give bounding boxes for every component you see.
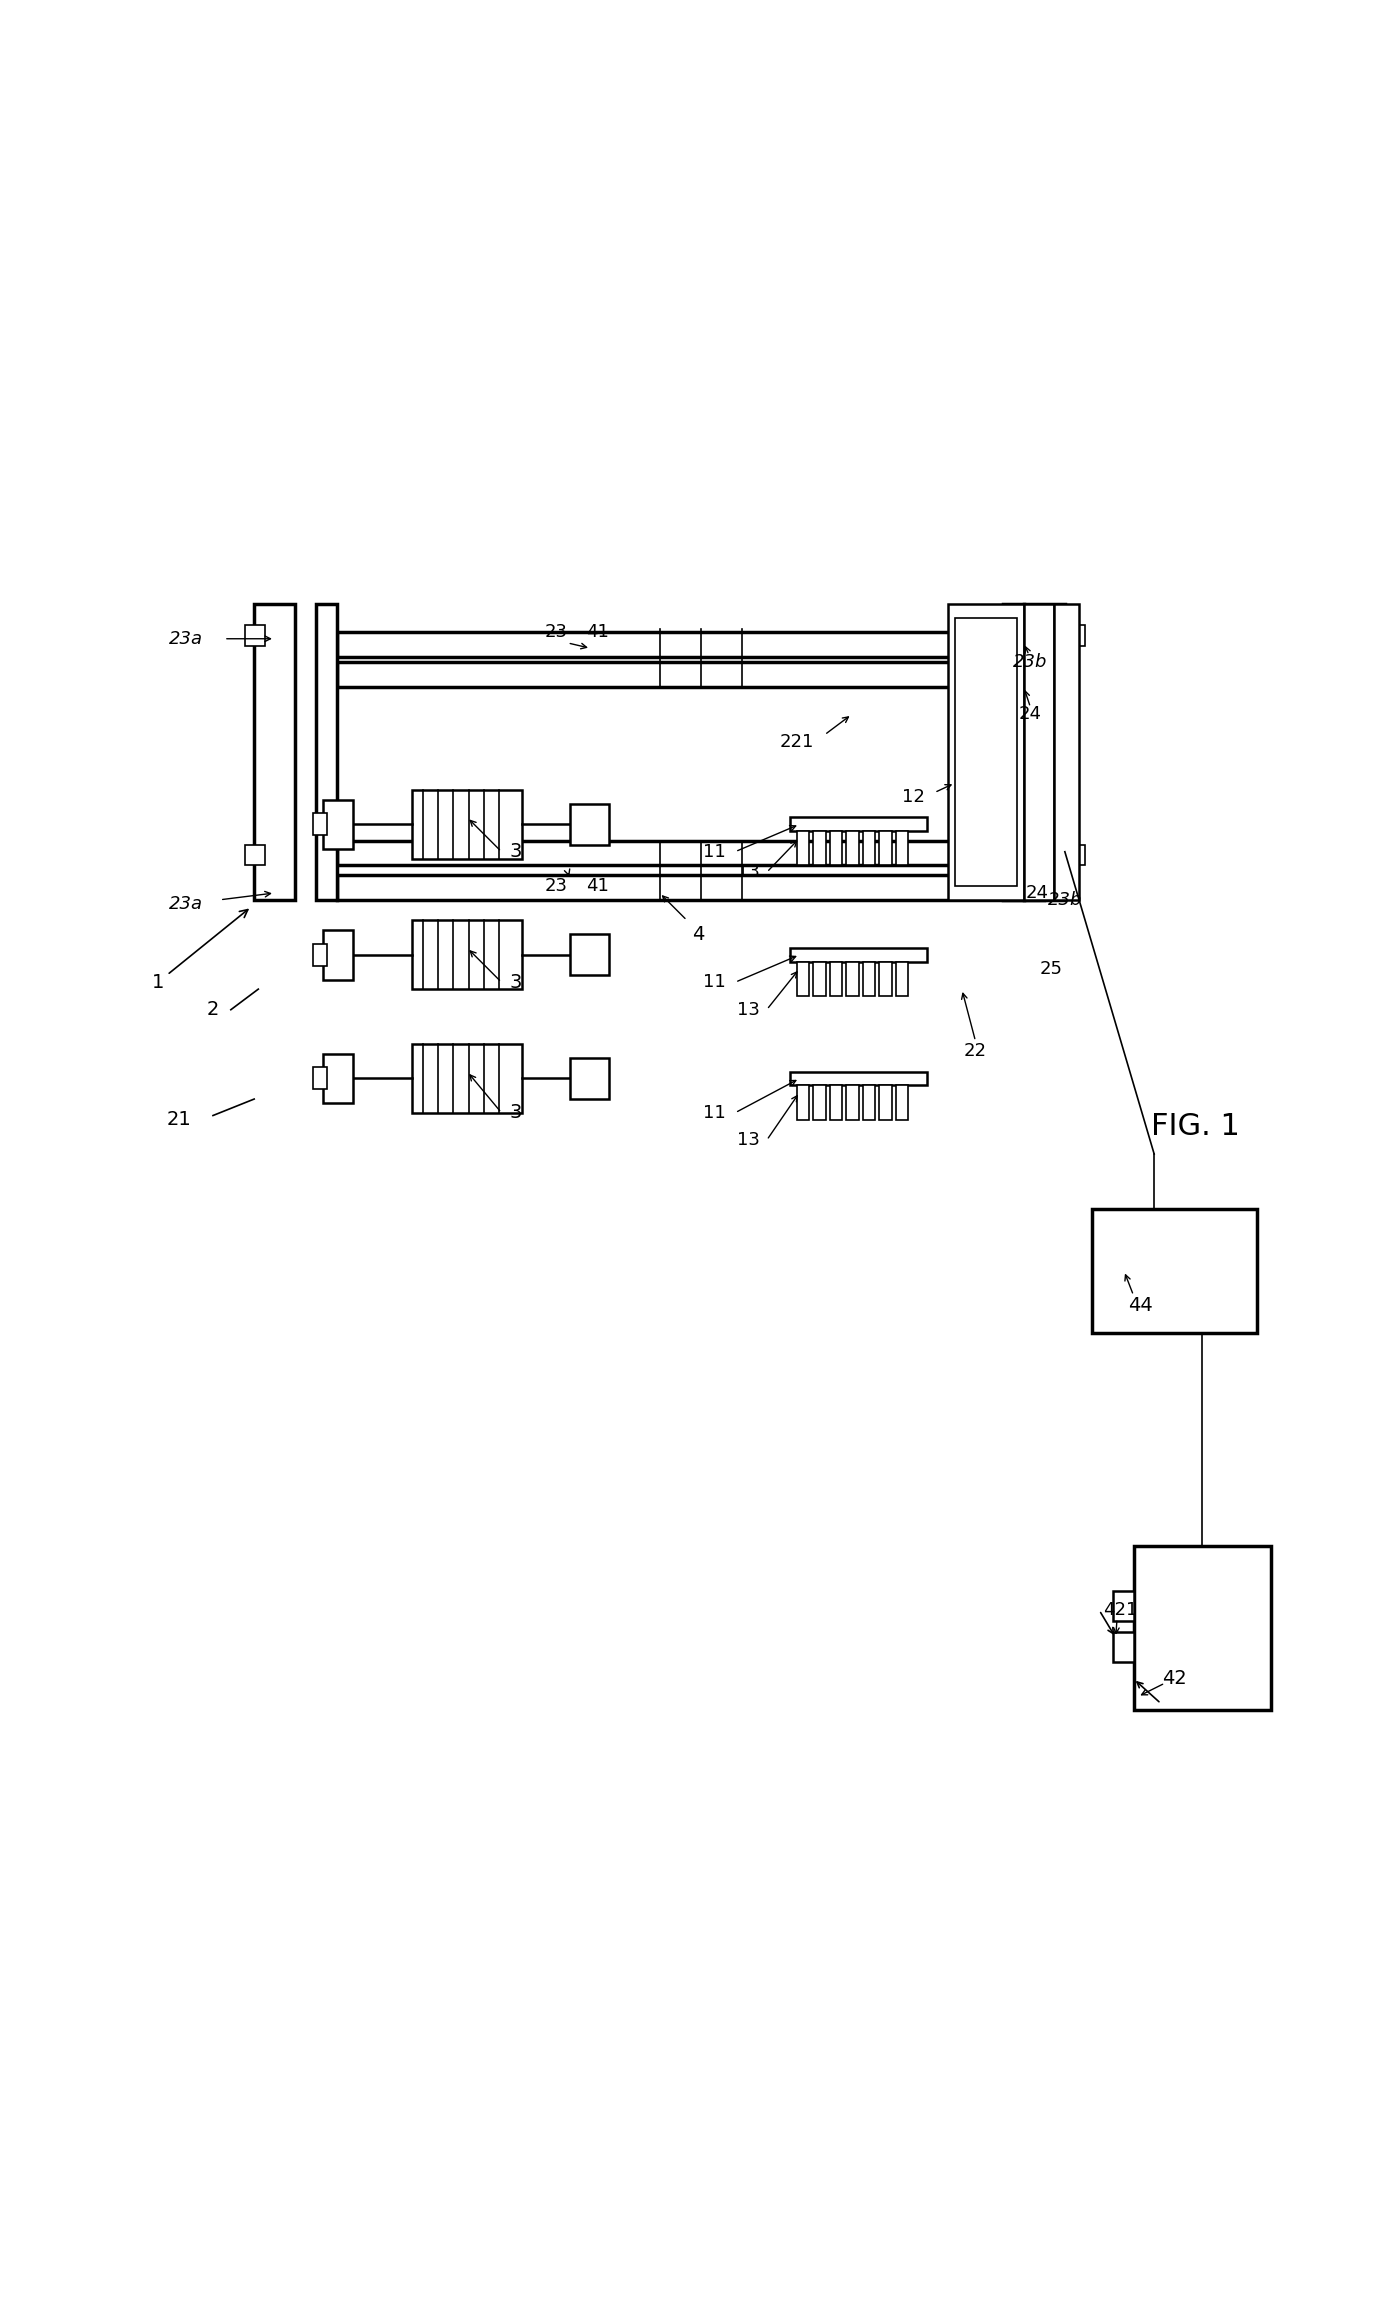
Text: FIG. 1: FIG. 1 xyxy=(1151,1112,1239,1140)
Bar xyxy=(790,1071,927,1085)
Text: 44: 44 xyxy=(1128,1295,1153,1316)
Bar xyxy=(813,962,826,997)
Bar xyxy=(570,1057,609,1099)
Text: 421: 421 xyxy=(1102,1602,1138,1620)
Bar xyxy=(830,831,842,866)
Bar xyxy=(863,831,875,866)
Bar xyxy=(313,812,327,835)
Bar xyxy=(412,789,522,859)
Text: 3: 3 xyxy=(508,972,522,992)
Bar xyxy=(323,930,353,979)
Bar xyxy=(1113,1590,1134,1620)
Bar xyxy=(1092,1209,1257,1332)
Text: 22: 22 xyxy=(965,1041,987,1059)
Bar xyxy=(948,605,1024,900)
Bar xyxy=(797,1085,809,1119)
Text: 23b: 23b xyxy=(1047,891,1083,909)
Bar xyxy=(570,803,609,845)
Bar xyxy=(1065,845,1085,866)
Bar xyxy=(313,944,327,965)
Bar xyxy=(1134,1546,1271,1710)
Text: 23a: 23a xyxy=(169,630,202,649)
Text: 24: 24 xyxy=(1020,706,1041,722)
Bar xyxy=(830,962,842,997)
Text: 24: 24 xyxy=(1026,884,1048,902)
Text: 41: 41 xyxy=(587,623,609,642)
Bar xyxy=(1065,625,1085,646)
Bar xyxy=(245,625,265,646)
Text: 23: 23 xyxy=(545,623,567,642)
Bar xyxy=(337,632,1044,655)
Bar xyxy=(316,605,337,900)
Bar xyxy=(254,605,295,900)
Bar xyxy=(830,1085,842,1119)
Bar xyxy=(412,921,522,990)
Bar xyxy=(846,1085,859,1119)
Bar xyxy=(323,1055,353,1103)
Text: 4: 4 xyxy=(691,926,705,944)
Text: 11: 11 xyxy=(703,842,725,861)
Bar xyxy=(1003,605,1024,900)
Bar xyxy=(337,875,1044,900)
Bar xyxy=(879,1085,892,1119)
Bar xyxy=(896,962,908,997)
Bar xyxy=(879,962,892,997)
Bar xyxy=(323,799,353,849)
Bar xyxy=(846,962,859,997)
Text: 12: 12 xyxy=(903,787,925,805)
Text: 13: 13 xyxy=(738,1131,760,1149)
Bar xyxy=(846,831,859,866)
Bar xyxy=(570,935,609,976)
Text: 11: 11 xyxy=(703,974,725,990)
Bar xyxy=(337,662,1044,688)
Bar xyxy=(896,831,908,866)
Text: 11: 11 xyxy=(703,1103,725,1122)
Text: 23a: 23a xyxy=(169,896,202,914)
Text: 3: 3 xyxy=(508,1103,522,1122)
Bar xyxy=(863,962,875,997)
Text: 42: 42 xyxy=(1162,1669,1187,1689)
Text: 25: 25 xyxy=(1040,960,1062,979)
Bar xyxy=(412,1043,522,1112)
Text: 23: 23 xyxy=(545,877,567,896)
Bar xyxy=(1054,605,1079,900)
Text: 23b: 23b xyxy=(1013,653,1048,672)
Bar xyxy=(245,845,265,866)
Text: 13: 13 xyxy=(738,1002,760,1018)
Bar xyxy=(797,831,809,866)
Text: 41: 41 xyxy=(587,877,609,896)
Bar xyxy=(313,1066,327,1089)
Bar xyxy=(879,831,892,866)
Text: 221: 221 xyxy=(779,734,815,750)
Text: 21: 21 xyxy=(166,1110,191,1129)
Bar xyxy=(797,962,809,997)
Bar xyxy=(863,1085,875,1119)
Bar xyxy=(337,840,1044,866)
Text: 13: 13 xyxy=(738,863,760,882)
Bar xyxy=(896,1085,908,1119)
Text: 1: 1 xyxy=(151,909,247,992)
Bar xyxy=(790,817,927,831)
Text: 2: 2 xyxy=(206,999,220,1020)
Bar xyxy=(955,619,1017,886)
Bar xyxy=(1113,1632,1134,1662)
Bar xyxy=(813,831,826,866)
Text: 3: 3 xyxy=(508,842,522,861)
Bar xyxy=(790,949,927,962)
Bar xyxy=(813,1085,826,1119)
Bar xyxy=(1024,605,1054,900)
Bar xyxy=(1024,605,1065,900)
